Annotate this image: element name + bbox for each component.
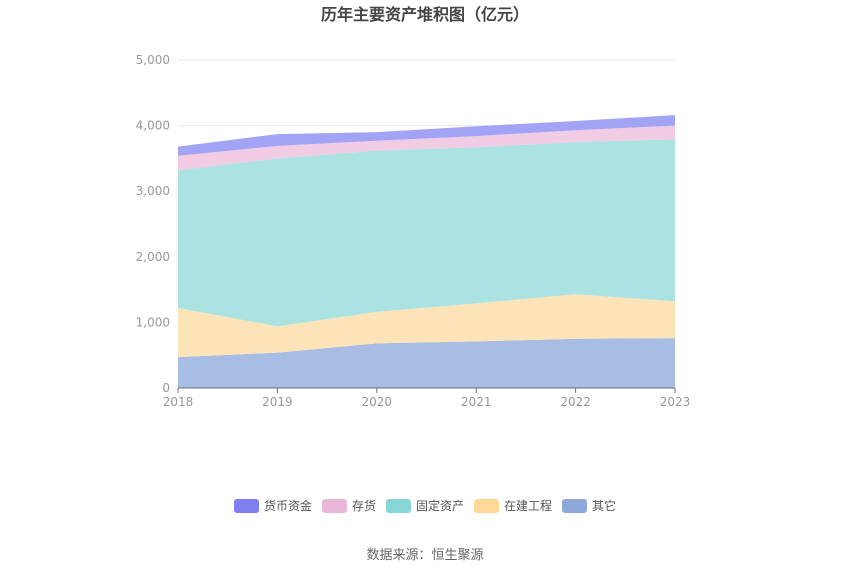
x-tick-label: 2019 [262,395,293,409]
area-在建工程 [178,294,675,358]
grid-lines: 0 1,000 2,000 3,000 4,000 5,000 [136,53,675,395]
legend-item[interactable]: 在建工程 [474,498,552,513]
legend-item[interactable]: 存货 [322,498,376,513]
y-tick-label: 5,000 [136,53,170,67]
x-tick-label: 2020 [362,395,393,409]
y-tick-label: 1,000 [136,315,170,329]
area-存货 [178,125,675,171]
data-source-note: 数据来源：恒生聚源 [366,548,483,563]
legend-label: 在建工程 [504,498,552,513]
legend: 货币资金 存货 固定资产 在建工程 其它 [234,498,616,513]
chart-title: 历年主要资产堆积图（亿元） [321,5,529,24]
legend-item[interactable]: 货币资金 [234,498,312,513]
legend-swatch [562,499,587,513]
area-货币资金 [178,115,675,156]
legend-swatch [386,499,411,513]
legend-label: 固定资产 [416,498,464,513]
x-tick-label: 2021 [461,395,492,409]
area-series [178,115,675,388]
area-固定资产 [178,139,675,327]
legend-swatch [474,499,499,513]
legend-label: 货币资金 [264,498,312,513]
y-tick-label: 3,000 [136,184,170,198]
x-tick-label: 2023 [660,395,691,409]
axes: 2018 2019 2020 2021 2022 2023 [163,387,691,409]
y-tick-label: 0 [162,381,170,395]
y-tick-label: 2,000 [136,250,170,264]
legend-item[interactable]: 固定资产 [386,498,464,513]
legend-item[interactable]: 其它 [562,498,616,513]
legend-label: 其它 [592,498,616,513]
legend-swatch [322,499,347,513]
x-tick-label: 2018 [163,395,194,409]
legend-label: 存货 [352,498,376,513]
y-tick-label: 4,000 [136,119,170,133]
legend-swatch [234,499,259,513]
area-其它 [178,338,675,388]
x-tick-label: 2022 [560,395,591,409]
